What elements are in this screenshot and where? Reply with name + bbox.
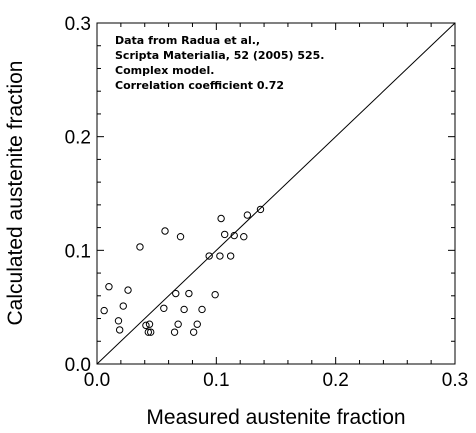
- data-point: [176, 232, 185, 241]
- x-axis-ticks: 0.0 0.1 0.2 0.3: [84, 23, 468, 391]
- data-point: [220, 230, 229, 239]
- data-point: [256, 205, 265, 214]
- data-point: [100, 306, 108, 315]
- data-point: [216, 252, 224, 260]
- data-point: [170, 328, 179, 336]
- data-point: [211, 290, 219, 299]
- y-axis-label: Calculated austenite fraction: [4, 61, 27, 326]
- data-point: [161, 227, 169, 235]
- annotation-line: Correlation coefficient 0.72: [115, 79, 284, 92]
- y-tick-label: 0.0: [65, 355, 91, 376]
- data-point: [144, 328, 153, 336]
- data-point: [119, 302, 127, 310]
- data-point: [172, 289, 180, 298]
- data-point: [205, 252, 213, 260]
- annotation-block: Data from Radua et al., Scripta Materiali…: [115, 34, 324, 92]
- data-point: [145, 320, 154, 328]
- data-point: [114, 317, 123, 325]
- data-points: [100, 205, 265, 336]
- data-point: [174, 320, 182, 328]
- plot-frame: [96, 22, 456, 365]
- data-point: [105, 283, 113, 291]
- data-point: [160, 304, 168, 313]
- y-axis-ticks: 0.0 0.1 0.2 0.3: [65, 14, 455, 376]
- data-point: [240, 232, 248, 241]
- data-point: [124, 286, 132, 294]
- data-point: [189, 328, 198, 336]
- data-point: [147, 328, 155, 336]
- data-point: [243, 211, 252, 219]
- data-point: [217, 214, 225, 223]
- x-tick-label: 0.2: [322, 370, 348, 391]
- data-point: [115, 326, 124, 334]
- data-point: [180, 305, 188, 314]
- data-point: [185, 289, 193, 298]
- reference-line: [96, 22, 456, 365]
- x-axis-label: Measured austenite fraction: [146, 406, 405, 429]
- data-point: [230, 231, 238, 240]
- x-tick-label: 0.1: [203, 370, 229, 391]
- y-tick-label: 0.1: [65, 241, 91, 262]
- annotation-line: Scripta Materialia, 52 (2005) 525.: [115, 49, 324, 62]
- data-point: [198, 305, 206, 314]
- annotation-line: Complex model.: [115, 64, 214, 77]
- data-point: [136, 243, 144, 251]
- data-point: [226, 252, 235, 260]
- y-tick-label: 0.2: [65, 128, 91, 149]
- data-point: [142, 321, 150, 330]
- x-tick-label: 0.3: [442, 370, 468, 391]
- annotation-line: Data from Radua et al.,: [115, 34, 260, 47]
- data-point: [193, 320, 201, 328]
- y-tick-label: 0.3: [65, 14, 91, 35]
- x-tick-label: 0.0: [84, 370, 110, 391]
